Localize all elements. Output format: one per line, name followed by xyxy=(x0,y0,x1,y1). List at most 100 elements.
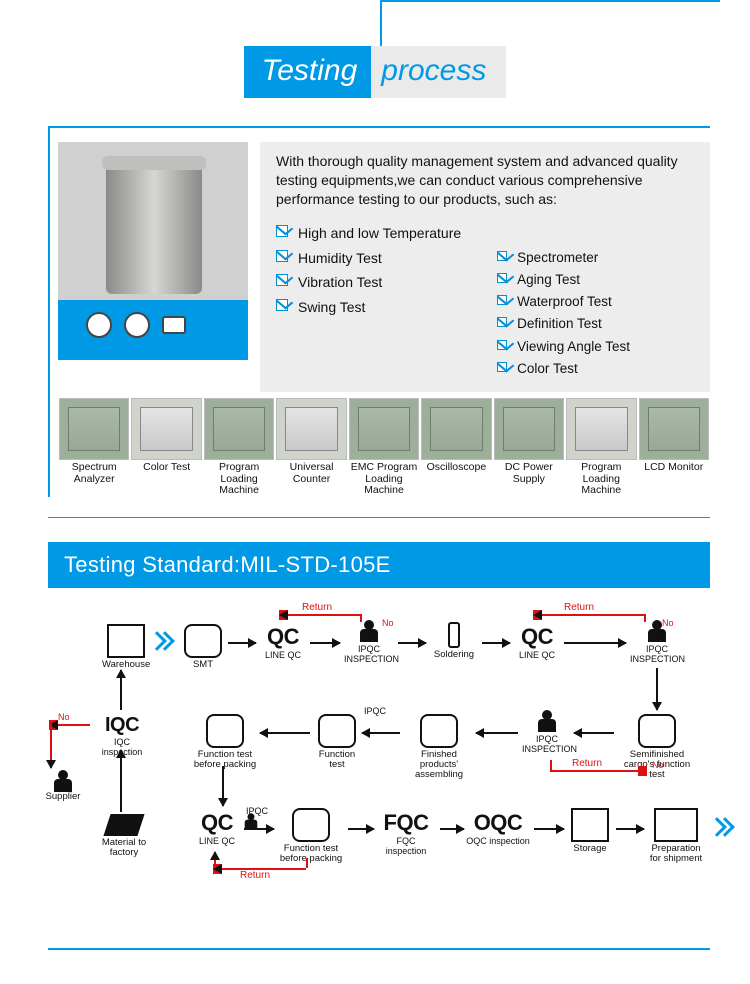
person-icon xyxy=(245,813,258,828)
arrow-icon xyxy=(534,828,564,830)
fqc-text: FQC xyxy=(376,810,436,836)
separator xyxy=(48,517,710,518)
arrow-icon xyxy=(476,732,518,734)
node-warehouse: Warehouse xyxy=(102,624,150,670)
node-qc-3: QC LINE QC xyxy=(194,810,240,846)
return-arrow xyxy=(50,724,52,768)
equipment-cell: Spectrum Analyzer xyxy=(58,398,130,497)
material-icon xyxy=(103,814,144,836)
test-item: Humidity Test xyxy=(276,246,461,271)
return-label: Return xyxy=(564,602,594,613)
node-ipqc-3: IPQC INSPECTION xyxy=(522,710,572,754)
equipment-cell: Universal Counter xyxy=(275,398,347,497)
node-label: Preparation for shipment xyxy=(646,844,706,864)
page-title: Testing process xyxy=(0,46,750,98)
node-ftbp-1: Function test before packing xyxy=(192,714,258,770)
flowchart: Warehouse SMT QC LINE QC IPQC INSPECTION… xyxy=(44,610,716,930)
no-label: No xyxy=(382,618,394,628)
equipment-label: Program Loading Machine xyxy=(203,460,275,497)
test-item: Color Test xyxy=(497,358,630,380)
arrow-icon xyxy=(348,828,374,830)
check-icon xyxy=(276,250,288,262)
equipment-cell: EMC Program Loading Machine xyxy=(348,398,420,497)
return-arrow xyxy=(550,770,646,772)
node-label: SMT xyxy=(184,660,222,670)
arrow-icon xyxy=(616,828,644,830)
equipment-cell: LCD Monitor xyxy=(638,398,710,497)
equipment-label: DC Power Supply xyxy=(493,460,565,485)
solder-icon xyxy=(448,622,460,648)
test-item: Vibration Test xyxy=(276,270,461,295)
test-label: Humidity Test xyxy=(298,250,382,266)
equipment-label: Universal Counter xyxy=(275,460,347,485)
equipment-cell: Oscilloscope xyxy=(420,398,492,497)
return-arrow xyxy=(360,614,362,622)
test-icon xyxy=(638,714,676,748)
return-arrow xyxy=(50,724,90,726)
standard-bar: Testing Standard:MIL-STD-105E xyxy=(48,542,710,588)
node-label: Finished products' assembling xyxy=(404,750,474,780)
return-arrow xyxy=(280,614,360,616)
test-item: Waterproof Test xyxy=(497,291,630,313)
test-label: Aging Test xyxy=(517,272,580,287)
thumb-icon xyxy=(131,398,201,460)
qc-text: QC xyxy=(194,810,240,836)
equipment-label: Oscilloscope xyxy=(420,460,492,484)
node-soldering: Soldering xyxy=(430,622,478,660)
node-label: FQC inspection xyxy=(376,836,436,856)
arrow-icon xyxy=(440,828,464,830)
title-right: process xyxy=(371,46,506,98)
equipment-label: Program Loading Machine xyxy=(565,460,637,497)
test-icon xyxy=(318,714,356,748)
arrow-icon xyxy=(310,642,340,644)
return-label: Return xyxy=(240,870,270,881)
arrow-icon xyxy=(482,642,510,644)
equipment-cell: Program Loading Machine xyxy=(203,398,275,497)
node-label: Warehouse xyxy=(102,660,150,670)
check-icon xyxy=(497,362,507,372)
person-icon xyxy=(360,620,378,642)
node-label: OQC inspection xyxy=(466,836,530,846)
chevron-icon xyxy=(710,820,738,848)
truck-icon xyxy=(654,808,698,842)
node-label: LINE QC xyxy=(260,650,306,660)
check-icon xyxy=(497,295,507,305)
arrow-icon xyxy=(656,668,658,710)
test-label: Color Test xyxy=(517,361,578,376)
arrow-icon xyxy=(564,642,626,644)
node-ftbp-2: Function test before packing xyxy=(278,808,344,864)
node-label: LINE QC xyxy=(194,836,240,846)
thumb-icon xyxy=(421,398,491,460)
title-left: Testing xyxy=(244,46,372,98)
storage-icon xyxy=(571,808,609,842)
smt-icon xyxy=(184,624,222,658)
equipment-label: EMC Program Loading Machine xyxy=(348,460,420,497)
assemble-icon xyxy=(420,714,458,748)
check-icon xyxy=(276,225,288,237)
person-icon xyxy=(538,710,556,732)
node-fpa: Finished products' assembling xyxy=(404,714,474,780)
test-item: Spectrometer xyxy=(497,247,630,269)
test-label: Definition Test xyxy=(517,316,602,331)
test-label: Swing Test xyxy=(298,299,365,315)
return-label: Return xyxy=(572,758,602,769)
arrow-icon xyxy=(260,732,310,734)
node-label: Supplier xyxy=(38,792,88,802)
node-storage: Storage xyxy=(568,808,612,854)
node-fqc: FQC FQC inspection xyxy=(376,810,436,856)
check-icon xyxy=(276,274,288,286)
no-label: No xyxy=(652,760,664,770)
thumb-icon xyxy=(639,398,709,460)
arrow-icon xyxy=(120,750,122,812)
check-icon xyxy=(497,317,507,327)
iqc-text: IQC xyxy=(94,714,150,737)
node-material: Material to factory xyxy=(88,814,160,858)
return-arrow xyxy=(550,760,552,770)
node-label: LINE QC xyxy=(514,650,560,660)
test-item: Definition Test xyxy=(497,313,630,335)
check-icon xyxy=(497,273,507,283)
node-label: IPQC INSPECTION xyxy=(522,734,572,754)
ipqc-badge: IPQC xyxy=(364,706,386,716)
arrow-icon xyxy=(222,766,224,806)
equipment-thumbnails: Spectrum Analyzer Color Test Program Loa… xyxy=(58,398,710,497)
